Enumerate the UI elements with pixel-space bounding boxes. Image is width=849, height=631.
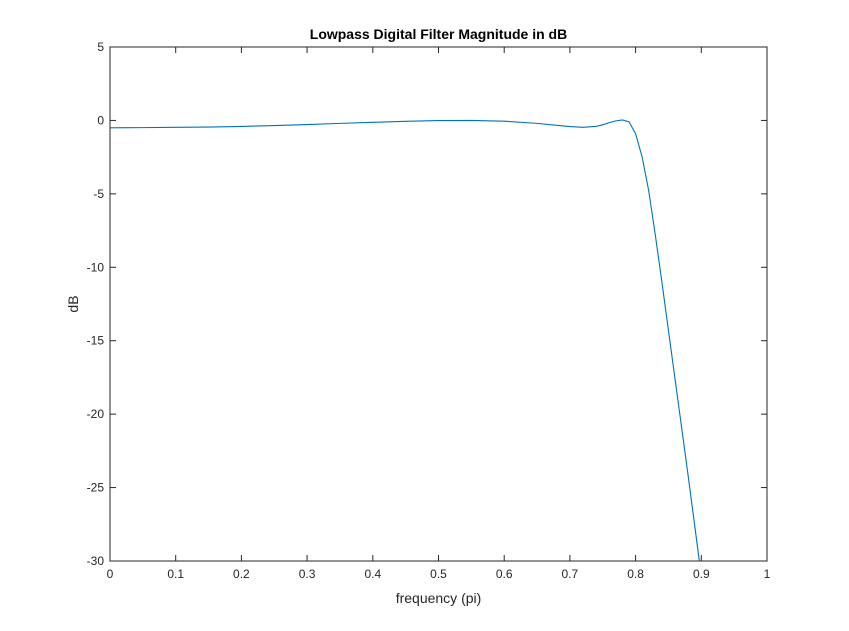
chart-title: Lowpass Digital Filter Magnitude in dB (310, 26, 567, 42)
y-axis: 5 0 -5 -10 -15 -20 -25 -30 (87, 40, 767, 568)
y-tick-label: -10 (87, 260, 105, 274)
x-tick-label: 0.3 (299, 567, 316, 581)
x-tick-label: 1 (764, 567, 771, 581)
x-tick-label: 0 (107, 567, 114, 581)
y-tick-label: -25 (87, 481, 105, 495)
x-tick-label: 0.6 (496, 567, 513, 581)
plot-area (109, 46, 768, 562)
x-tick-label: 0.2 (233, 567, 250, 581)
y-tick-label: -30 (87, 554, 105, 568)
series-group (109, 119, 700, 562)
x-tick-label: 0.4 (364, 567, 381, 581)
y-tick-label: -5 (93, 187, 104, 201)
y-axis-label: dB (65, 295, 81, 312)
y-tick-label: -20 (87, 407, 105, 421)
y-tick-label: -15 (87, 334, 105, 348)
x-tick-label: 0.1 (167, 567, 184, 581)
x-tick-label: 0.7 (562, 567, 579, 581)
x-tick-label: 0.8 (627, 567, 644, 581)
y-tick-label: 5 (97, 40, 104, 54)
x-axis: 0 0.1 0.2 0.3 0.4 0.5 0.6 0.7 0.8 0.9 1 (107, 47, 771, 581)
x-tick-label: 0.5 (430, 567, 447, 581)
x-axis-label: frequency (pi) (396, 590, 482, 606)
y-tick-label: 0 (97, 113, 104, 127)
x-tick-label: 0.9 (693, 567, 710, 581)
series-line (109, 119, 700, 562)
